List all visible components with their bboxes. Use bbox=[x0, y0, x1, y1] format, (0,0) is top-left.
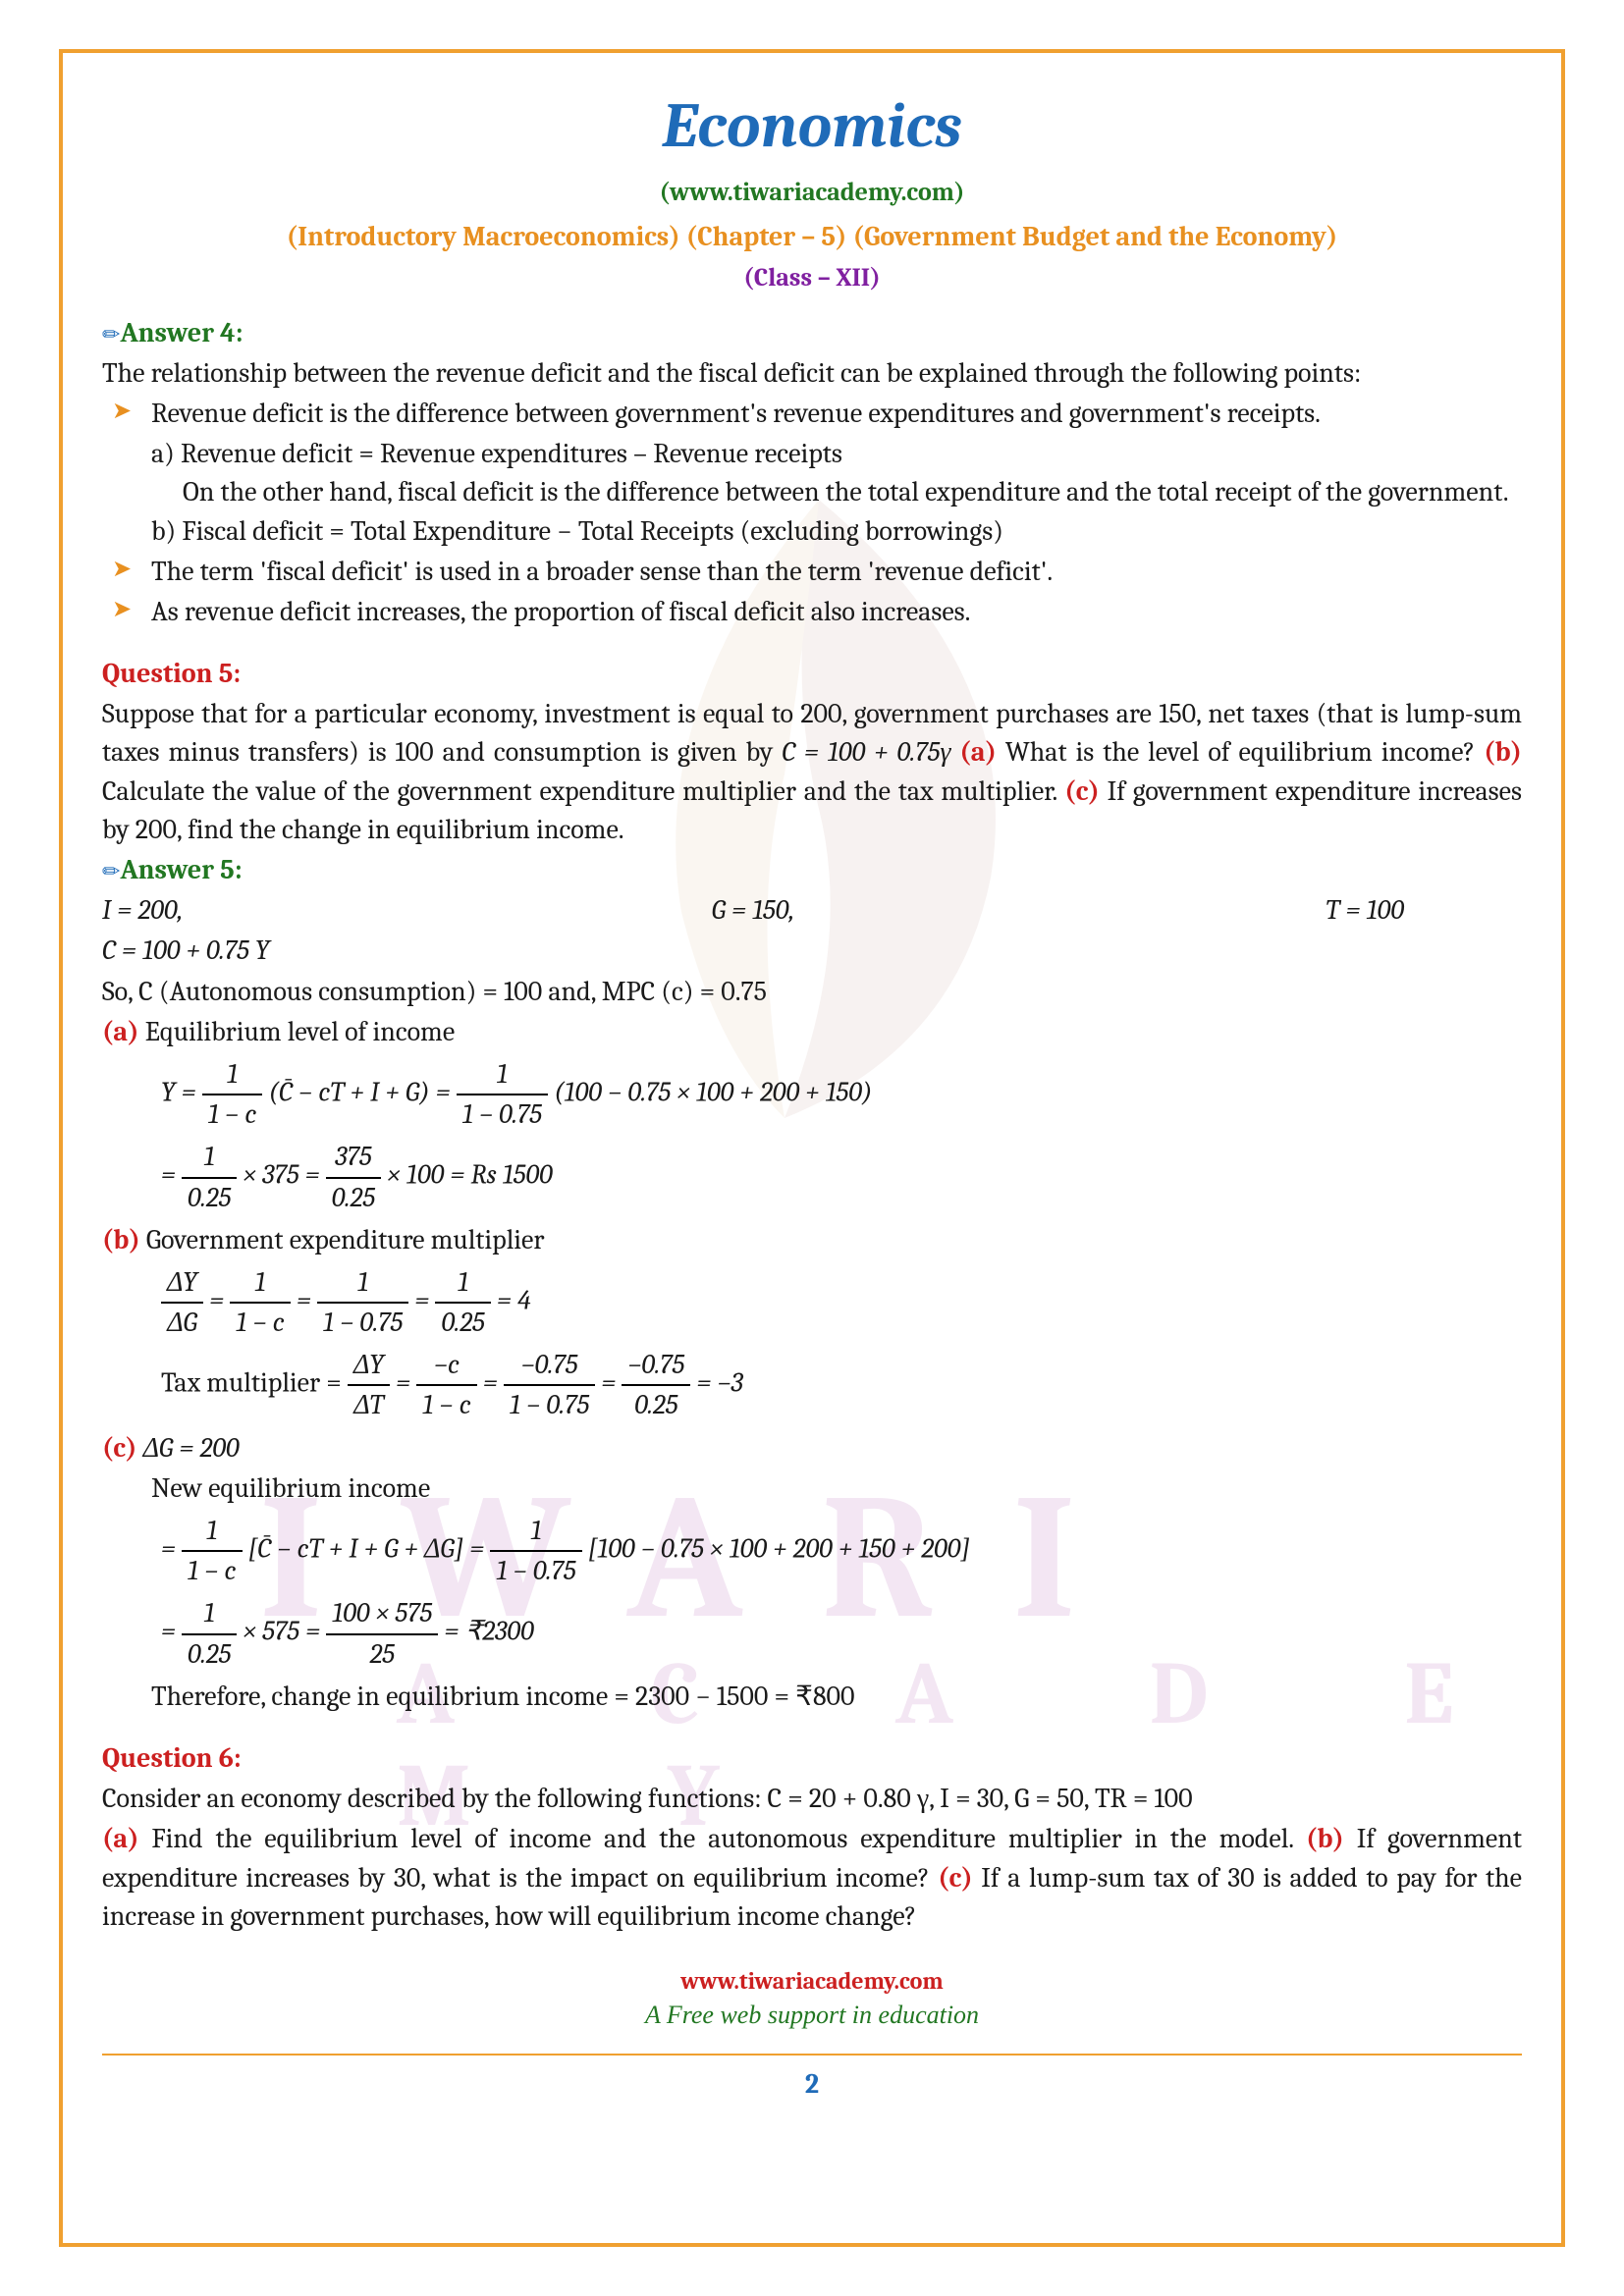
footer-url: www.tiwariacademy.com bbox=[102, 1965, 1522, 1999]
answer-4: ✏Answer 4: bbox=[102, 314, 1522, 352]
page-number: 2 bbox=[102, 2054, 1522, 2104]
part-a: (a) bbox=[102, 1016, 139, 1047]
ans4-intro: The relationship between the revenue def… bbox=[102, 354, 1522, 393]
eq-a1: Y = 11 − c (C̄ − cT + I + G) = 11 − 0.75… bbox=[161, 1055, 1522, 1134]
g-val: G = 150, bbox=[536, 891, 970, 930]
subtitle: (www.tiwariacademy.com) bbox=[102, 175, 1522, 210]
formula: C = 100 + 0.75γ bbox=[782, 736, 959, 768]
t-val: T = 100 bbox=[970, 891, 1522, 930]
part-b: (b) bbox=[1484, 736, 1522, 768]
bullet-text: The term 'fiscal deficit' is used in a b… bbox=[151, 553, 1522, 591]
sub-b: b) Fiscal deficit = Total Expenditure − … bbox=[151, 512, 1522, 551]
part-b: (b) bbox=[1306, 1823, 1344, 1854]
i-val: I = 200, bbox=[102, 891, 536, 930]
part-c: (c) bbox=[938, 1862, 972, 1894]
frame: IWARI A C A D E M Y Economics (www.tiwar… bbox=[59, 49, 1565, 2247]
sub-a: a) Revenue deficit = Revenue expenditure… bbox=[151, 435, 1522, 473]
eq-c2: = 10.25 × 575 = 100 × 57525 = ₹2300 bbox=[161, 1594, 1522, 1673]
t: Equilibrium level of income bbox=[139, 1016, 456, 1047]
so-line: So, C (Autonomous consumption) = 100 and… bbox=[102, 973, 1522, 1011]
eq-b2: Tax multiplier = ΔYΔT = −c1 − c = −0.751… bbox=[161, 1346, 1522, 1424]
part-a: (a) bbox=[102, 1823, 139, 1854]
part-c-line: (c) ΔG = 200 bbox=[102, 1429, 1522, 1468]
pencil-icon: ✏ bbox=[102, 859, 120, 884]
answer-5: ✏Answer 5: bbox=[102, 851, 1522, 889]
question-5-head: Question 5: bbox=[102, 655, 1522, 693]
bullet-icon: ➤ bbox=[102, 395, 151, 433]
q6-t1: Consider an economy described by the fol… bbox=[102, 1780, 1522, 1818]
part-c: (c) bbox=[1064, 775, 1099, 807]
bullet: ➤The term 'fiscal deficit' is used in a … bbox=[102, 553, 1522, 591]
pc-title: New equilibrium income bbox=[151, 1469, 1522, 1508]
chapter-line: (Introductory Macroeconomics) (Chapter –… bbox=[102, 218, 1522, 256]
pc-final: Therefore, change in equilibrium income … bbox=[151, 1678, 1522, 1716]
given-row: I = 200,G = 150,T = 100 bbox=[102, 891, 1522, 930]
t: Government expenditure multiplier bbox=[140, 1224, 545, 1255]
bullet-text: As revenue deficit increases, the propor… bbox=[151, 593, 1522, 631]
class-line: (Class – XII) bbox=[102, 260, 1522, 295]
part-a-line: (a) Equilibrium level of income bbox=[102, 1013, 1522, 1051]
tax-label: Tax multiplier = bbox=[161, 1367, 348, 1399]
dg-val: ΔG = 200 bbox=[136, 1432, 239, 1464]
eq-b1: ΔYΔG = 11 − c = 11 − 0.75 = 10.25 = 4 bbox=[161, 1263, 1522, 1342]
answer-4-head: Answer 4: bbox=[120, 317, 243, 348]
t: Find the equilibrium level of income and… bbox=[139, 1823, 1307, 1854]
bullet: ➤Revenue deficit is the difference betwe… bbox=[102, 395, 1522, 433]
part-a: (a) bbox=[959, 736, 997, 768]
title: Economics bbox=[102, 82, 1522, 171]
question-6-head: Question 6: bbox=[102, 1739, 1522, 1778]
part-b-line: (b) Government expenditure multiplier bbox=[102, 1221, 1522, 1259]
page: IWARI A C A D E M Y Economics (www.tiwar… bbox=[0, 0, 1624, 2296]
q5-text: Suppose that for a particular economy, i… bbox=[102, 695, 1522, 849]
bullet-text: Revenue deficit is the difference betwee… bbox=[151, 395, 1522, 433]
bullet: ➤As revenue deficit increases, the propo… bbox=[102, 593, 1522, 631]
sub-a2: On the other hand, fiscal deficit is the… bbox=[183, 473, 1522, 511]
pencil-icon: ✏ bbox=[102, 322, 120, 347]
eq-a2: = 10.25 × 375 = 3750.25 × 100 = Rs 1500 bbox=[161, 1138, 1522, 1216]
part-c: (c) bbox=[102, 1432, 136, 1464]
eq-c1: = 11 − c [C̄ − cT + I + G + ΔG] = 11 − 0… bbox=[161, 1512, 1522, 1590]
content: Economics (www.tiwariacademy.com) (Intro… bbox=[102, 82, 1522, 2104]
t: So, C (Autonomous consumption) = 100 and… bbox=[102, 976, 767, 1007]
c-eq: C = 100 + 0.75 Y bbox=[102, 932, 1522, 970]
footer-tagline: A Free web support in education bbox=[102, 1998, 1522, 2033]
bullet-icon: ➤ bbox=[102, 593, 151, 631]
q6-text: (a) Find the equilibrium level of income… bbox=[102, 1820, 1522, 1936]
answer-5-head: Answer 5: bbox=[120, 854, 242, 885]
bullet-icon: ➤ bbox=[102, 553, 151, 591]
footer: www.tiwariacademy.com A Free web support… bbox=[102, 1965, 1522, 2034]
part-b: (b) bbox=[102, 1224, 140, 1255]
t: Calculate the value of the government ex… bbox=[102, 775, 1064, 807]
t: What is the level of equilibrium income? bbox=[997, 736, 1484, 768]
